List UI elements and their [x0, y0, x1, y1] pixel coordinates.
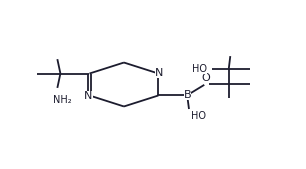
Text: O: O	[201, 73, 210, 83]
Text: HO: HO	[191, 111, 206, 121]
Text: B: B	[184, 90, 191, 101]
Text: HO: HO	[192, 64, 207, 74]
Text: N: N	[84, 91, 93, 101]
Text: N: N	[155, 68, 163, 78]
Text: NH₂: NH₂	[53, 95, 71, 105]
